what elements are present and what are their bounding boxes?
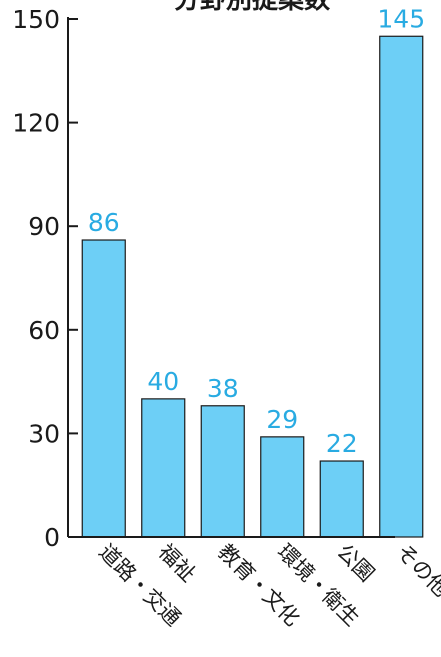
category-label: その他	[392, 540, 441, 602]
data-label: 86	[88, 208, 120, 237]
data-label: 22	[326, 429, 358, 458]
bar	[200, 405, 245, 538]
y-tick-label: 120	[12, 109, 60, 138]
y-tick-label: 90	[28, 212, 60, 241]
bar	[379, 35, 424, 538]
chart-title: 分野別提案数	[174, 0, 331, 15]
bar	[141, 398, 186, 538]
data-label: 38	[207, 374, 239, 403]
y-tick-label: 0	[44, 523, 60, 552]
bar	[260, 436, 305, 538]
bar	[319, 460, 364, 538]
data-label: 40	[147, 367, 179, 396]
data-label: 145	[377, 4, 425, 33]
data-labels-group: 86 40 38 29 22 145	[88, 4, 425, 458]
category-label: 福祉	[154, 540, 201, 587]
y-axis-ticks: 0 30 60 90 120 150	[12, 5, 78, 552]
y-tick-label: 150	[12, 5, 60, 34]
y-tick-label: 60	[28, 316, 60, 345]
bars-group	[81, 35, 424, 538]
y-tick-label: 30	[28, 419, 60, 448]
category-label: 公園	[332, 540, 379, 587]
bar	[81, 239, 126, 538]
data-label: 29	[266, 405, 298, 434]
